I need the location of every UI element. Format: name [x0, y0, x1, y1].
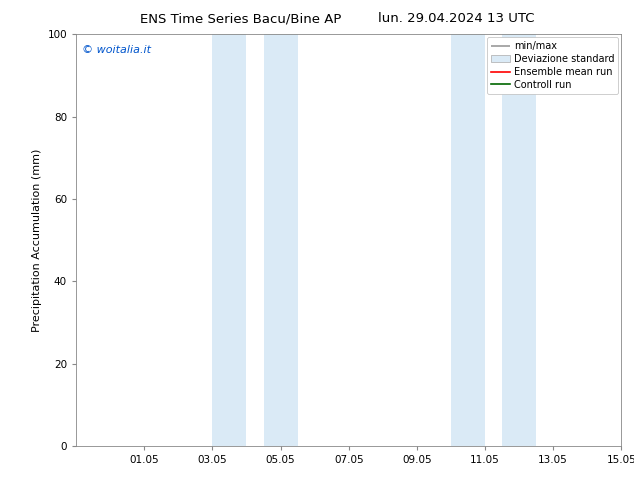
Legend: min/max, Deviazione standard, Ensemble mean run, Controll run: min/max, Deviazione standard, Ensemble m…: [487, 37, 618, 94]
Bar: [502, 34, 536, 446]
Bar: [451, 34, 485, 446]
Y-axis label: Precipitation Accumulation (mm): Precipitation Accumulation (mm): [32, 148, 42, 332]
Text: © woitalia.it: © woitalia.it: [82, 45, 150, 54]
Bar: [264, 34, 297, 446]
Bar: [212, 34, 247, 446]
Text: lun. 29.04.2024 13 UTC: lun. 29.04.2024 13 UTC: [378, 12, 534, 25]
Text: ENS Time Series Bacu/Bine AP: ENS Time Series Bacu/Bine AP: [140, 12, 342, 25]
